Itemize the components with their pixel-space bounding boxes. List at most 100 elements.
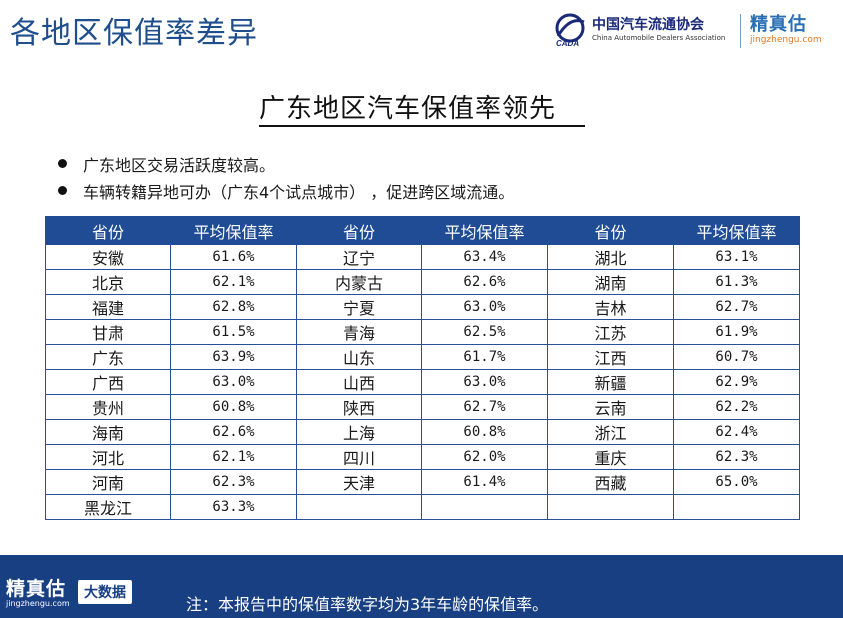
- table-row: 黑龙江 63.3%: [45, 494, 800, 520]
- header-divider: [740, 14, 741, 48]
- org-name-en: China Automobile Dealers Association: [592, 34, 726, 42]
- province-cell: 北京: [45, 269, 171, 295]
- rate-cell: 62.7%: [421, 394, 548, 420]
- province-cell: 西藏: [547, 469, 674, 495]
- rate-cell: 62.9%: [673, 369, 800, 395]
- province-cell: 陕西: [296, 394, 422, 420]
- page-title: 各地区保值率差异: [10, 16, 258, 51]
- footer-tag: 大数据: [78, 580, 132, 604]
- province-cell: 浙江: [547, 419, 674, 445]
- bullet-dot-icon: [58, 159, 67, 168]
- rate-cell: 61.6%: [170, 244, 297, 270]
- province-cell: 湖北: [547, 244, 674, 270]
- rate-cell: 62.3%: [673, 444, 800, 470]
- table-row: 甘肃 61.5% 青海 62.5% 江苏 61.9%: [45, 319, 800, 345]
- rate-cell: 61.9%: [673, 319, 800, 345]
- rate-cell: 60.8%: [170, 394, 297, 420]
- rate-cell: 62.5%: [421, 319, 548, 345]
- table-row: 北京 62.1% 内蒙古 62.6% 湖南 61.3%: [45, 269, 800, 295]
- rate-cell: 62.4%: [673, 419, 800, 445]
- cada-emblem-icon: CADA: [555, 13, 585, 48]
- bullet-text: 广东地区交易活跃度较高。: [83, 155, 276, 175]
- bullet-dot-icon: [58, 186, 67, 195]
- rate-cell: 61.3%: [673, 269, 800, 295]
- rate-cell: 63.3%: [170, 494, 297, 520]
- rate-cell: [421, 494, 548, 520]
- rate-cell: 62.1%: [170, 269, 297, 295]
- slide-subtitle: 广东地区汽车保值率领先: [259, 94, 557, 124]
- province-cell: 山西: [296, 369, 422, 395]
- table-row: 福建 62.8% 宁夏 63.0% 吉林 62.7%: [45, 294, 800, 320]
- column-header-rate: 平均保值率: [421, 216, 548, 245]
- table-row: 广西 63.0% 山西 63.0% 新疆 62.9%: [45, 369, 800, 395]
- footer-brand-logo: 精真估 jingzhengu.com: [6, 574, 70, 608]
- province-cell: 四川: [296, 444, 422, 470]
- table-row: 安徽 61.6% 辽宁 63.4% 湖北 63.1%: [45, 244, 800, 270]
- bullet-item: 车辆转籍异地可办（广东4个试点城市） ，促进跨区域流通。: [58, 177, 514, 204]
- rate-cell: 62.6%: [170, 419, 297, 445]
- province-cell: 湖南: [547, 269, 674, 295]
- rate-cell: 63.1%: [673, 244, 800, 270]
- province-cell: 甘肃: [45, 319, 171, 345]
- cada-logo: CADA 中国汽车流通协会 China Automobile Dealers A…: [552, 12, 734, 50]
- rate-cell: 60.7%: [673, 344, 800, 370]
- rate-cell: 63.4%: [421, 244, 548, 270]
- table-row: 河南 62.3% 天津 61.4% 西藏 65.0%: [45, 469, 800, 495]
- rate-cell: 61.4%: [421, 469, 548, 495]
- brand-url: jingzhengu.com: [750, 35, 822, 45]
- rate-cell: 65.0%: [673, 469, 800, 495]
- subtitle-underline: [259, 125, 585, 127]
- rate-cell: 63.0%: [421, 294, 548, 320]
- province-cell: 河北: [45, 444, 171, 470]
- province-cell: 广东: [45, 344, 171, 370]
- rate-cell: [673, 494, 800, 520]
- province-cell: 内蒙古: [296, 269, 422, 295]
- column-header-province: 省份: [296, 216, 422, 245]
- table-row: 海南 62.6% 上海 60.8% 浙江 62.4%: [45, 419, 800, 445]
- column-header-province: 省份: [45, 216, 171, 245]
- footer-brand-url: jingzhengu.com: [6, 599, 70, 608]
- footer-note: 注：本报告中的保值率数字均为3年车龄的保值率。: [186, 595, 549, 614]
- org-name-cn: 中国汽车流通协会: [592, 17, 704, 33]
- table-row: 贵州 60.8% 陕西 62.7% 云南 62.2%: [45, 394, 800, 420]
- province-cell: 江西: [547, 344, 674, 370]
- province-cell: 福建: [45, 294, 171, 320]
- province-cell: 辽宁: [296, 244, 422, 270]
- column-header-rate: 平均保值率: [170, 216, 297, 245]
- rate-cell: 62.2%: [673, 394, 800, 420]
- bullet-list: 广东地区交易活跃度较高。 车辆转籍异地可办（广东4个试点城市） ，促进跨区域流通…: [58, 150, 514, 204]
- footer-brand-name: 精真估: [6, 578, 67, 600]
- province-cell: 安徽: [45, 244, 171, 270]
- province-cell: 青海: [296, 319, 422, 345]
- province-cell: 重庆: [547, 444, 674, 470]
- rate-cell: 63.0%: [421, 369, 548, 395]
- rate-cell: 61.5%: [170, 319, 297, 345]
- province-cell: [296, 494, 422, 520]
- province-cell: 黑龙江: [45, 494, 171, 520]
- footer-bar: 精真估 jingzhengu.com 大数据 注：本报告中的保值率数字均为3年车…: [0, 555, 843, 618]
- table-row: 河北 62.1% 四川 62.0% 重庆 62.3%: [45, 444, 800, 470]
- svg-text:CADA: CADA: [556, 39, 579, 48]
- province-cell: 云南: [547, 394, 674, 420]
- province-cell: 山东: [296, 344, 422, 370]
- province-cell: 上海: [296, 419, 422, 445]
- table-row: 广东 63.9% 山东 61.7% 江西 60.7%: [45, 344, 800, 370]
- bullet-item: 广东地区交易活跃度较高。: [58, 150, 514, 177]
- province-cell: 海南: [45, 419, 171, 445]
- table-body: 安徽 61.6% 辽宁 63.4% 湖北 63.1% 北京 62.1% 内蒙古 62.6% 湖南 61…: [45, 244, 800, 520]
- bullet-text: 车辆转籍异地可办（广东4个试点城市） ，促进跨区域流通。: [83, 182, 515, 202]
- province-cell: 贵州: [45, 394, 171, 420]
- table-header-row: 省份 平均保值率 省份 平均保值率 省份 平均保值率: [45, 216, 800, 245]
- province-cell: 天津: [296, 469, 422, 495]
- retention-rate-table: 省份 平均保值率 省份 平均保值率 省份 平均保值率 安徽 61.6% 辽宁 63.4…: [45, 216, 800, 520]
- province-cell: 河南: [45, 469, 171, 495]
- rate-cell: 63.0%: [170, 369, 297, 395]
- rate-cell: 62.7%: [673, 294, 800, 320]
- province-cell: 广西: [45, 369, 171, 395]
- rate-cell: 62.3%: [170, 469, 297, 495]
- rate-cell: 62.6%: [421, 269, 548, 295]
- province-cell: 江苏: [547, 319, 674, 345]
- province-cell: [547, 494, 674, 520]
- rate-cell: 61.7%: [421, 344, 548, 370]
- province-cell: 新疆: [547, 369, 674, 395]
